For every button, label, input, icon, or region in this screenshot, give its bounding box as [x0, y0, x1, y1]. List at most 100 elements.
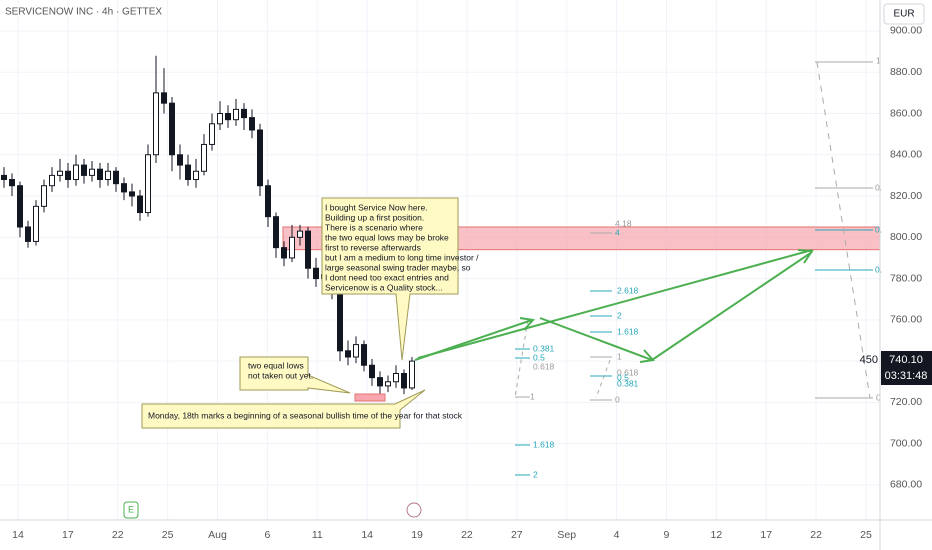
candle-body — [353, 344, 359, 358]
x-tick-label: 9 — [664, 529, 670, 541]
x-tick-label: 17 — [760, 529, 772, 541]
fib-label: 0.381 — [617, 378, 639, 388]
fib-label: 4 — [615, 227, 620, 237]
candle-body — [73, 164, 79, 181]
fib-label: 0 — [876, 392, 881, 402]
note-text: There is a scenario where — [325, 222, 423, 232]
note-box — [141, 389, 426, 429]
x-tick-label: 27 — [511, 529, 523, 541]
fib-label: 0.381 — [533, 343, 555, 353]
x-tick-label: 22 — [461, 529, 473, 541]
x-tick-label: 22 — [112, 529, 124, 541]
candle-body — [297, 230, 303, 238]
note-text: I dont need too exact entries and — [325, 272, 449, 282]
note-text: Monday, 18th marks a beginning of a seas… — [148, 410, 463, 420]
y-tick-label: 760.00 — [890, 314, 922, 326]
candle-body — [97, 168, 103, 181]
y-tick-label: 720.00 — [890, 396, 922, 408]
x-tick-label: 19 — [411, 529, 423, 541]
x-tick-label: 12 — [711, 529, 723, 541]
fib-label: 0. — [875, 224, 882, 234]
candle-body — [313, 267, 319, 280]
candle-body — [145, 154, 151, 214]
candle-body — [401, 372, 407, 389]
candle-body — [241, 108, 247, 119]
fib-label: 4.18 — [615, 218, 632, 228]
candle-body — [65, 170, 71, 181]
countdown: 03:31:48 — [885, 370, 928, 382]
x-tick-label: 25 — [162, 529, 174, 541]
candle-body — [273, 216, 279, 249]
note-box — [239, 356, 351, 394]
fib-label: 1 — [530, 391, 535, 401]
x-tick-label: 25 — [860, 529, 872, 541]
candle-body — [377, 377, 383, 387]
candle-body — [233, 108, 239, 121]
note-text: but I am a medium to long time investor … — [325, 252, 479, 262]
last-price: 740.10 — [889, 354, 923, 366]
candle-body — [153, 92, 159, 156]
x-tick-label: 6 — [264, 529, 270, 541]
note-text: large seasonal swing trader maybe, so — [325, 262, 471, 272]
candle-body — [177, 154, 183, 166]
candle-body — [57, 170, 63, 176]
y-tick-label: 860.00 — [890, 107, 922, 119]
fib-label: 0.5 — [533, 352, 545, 362]
candle-body — [281, 247, 287, 259]
y-tick-label: 820.00 — [890, 190, 922, 202]
candle-body — [41, 185, 47, 207]
candle-body — [201, 143, 207, 172]
x-tick-label: Aug — [208, 529, 227, 541]
equal-lows-zone — [354, 393, 386, 402]
candle-body — [49, 174, 55, 187]
candle-body — [385, 381, 391, 387]
candle-body — [225, 112, 231, 121]
x-tick-label: 11 — [312, 529, 323, 541]
candle-body — [393, 372, 399, 383]
x-tick-label: 22 — [810, 529, 822, 541]
fib-label: 2.618 — [617, 285, 639, 295]
candle-body — [337, 288, 343, 352]
candle-body — [193, 170, 199, 181]
candle-body — [249, 117, 255, 131]
currency: EUR — [893, 9, 914, 20]
y-tick-label: 800.00 — [890, 231, 922, 243]
candle-body — [17, 185, 23, 228]
event-label: E — [128, 504, 134, 514]
candle-body — [137, 195, 143, 214]
chart-title: SERVICENOW INC · 4h · GETTEX — [5, 7, 162, 18]
y-tick-label: 700.00 — [890, 437, 922, 449]
fib-lines — [514, 61, 873, 476]
candle-body — [209, 123, 215, 145]
candle-body — [89, 168, 95, 176]
note-text: the two equal lows may be broke — [325, 232, 449, 242]
fib-label: 0. — [875, 182, 882, 192]
candle-body — [33, 205, 39, 242]
x-tick-label: 17 — [62, 529, 74, 541]
candle-body — [257, 129, 263, 187]
fib-label: 1.618 — [617, 326, 639, 336]
event-badge — [123, 501, 139, 519]
y-tick-label: 840.00 — [890, 149, 922, 161]
candle-body — [361, 344, 367, 366]
x-tick-label: 14 — [361, 529, 373, 541]
y-tick-label: 880.00 — [890, 66, 922, 78]
x-tick-label: 14 — [12, 529, 24, 541]
fib-label: 1 — [617, 351, 622, 361]
projection-arrows — [414, 249, 814, 363]
fib-label: 1 — [876, 55, 881, 65]
note-text: Servicenow is a Quality stock... — [325, 282, 443, 292]
dividend-icon — [406, 502, 422, 518]
note-text: Building up a first position. — [325, 212, 424, 222]
note-text: first to reverse afterwards — [325, 242, 421, 252]
candle-body — [81, 164, 87, 176]
fib-label: 0.618 — [533, 361, 555, 371]
candle-body — [265, 185, 271, 218]
y-tick-label: 900.00 — [890, 25, 922, 37]
candle-body — [113, 170, 119, 185]
y-tick-label: 780.00 — [890, 272, 922, 284]
fib-label: 0 — [615, 394, 620, 404]
candle-body — [305, 230, 311, 269]
last-price-box — [881, 351, 932, 385]
